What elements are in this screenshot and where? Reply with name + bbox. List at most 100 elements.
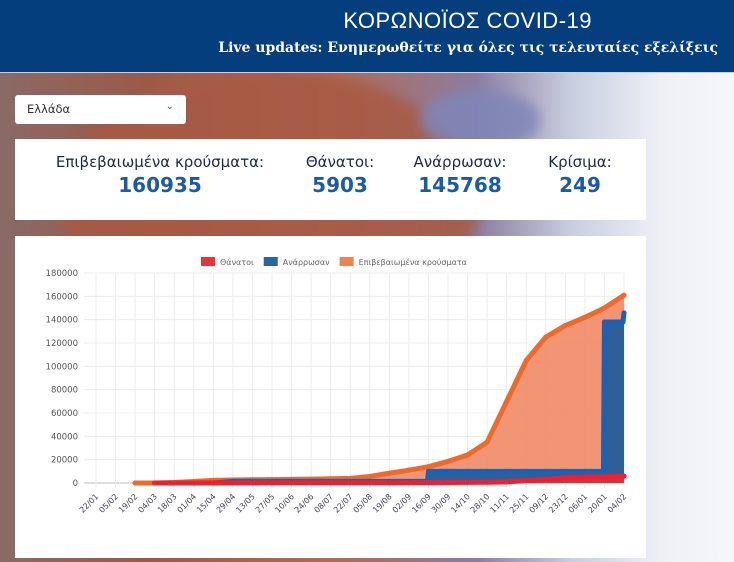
x-tick-label: 29/04 (215, 492, 238, 515)
data-point (289, 480, 295, 486)
x-tick-label: 16/09 (410, 492, 433, 515)
x-tick-label: 25/11 (508, 492, 531, 515)
stat-value: 5903 (312, 173, 368, 197)
stat-label: Ανάρρωσαν: (413, 153, 507, 171)
x-tick-label: 19/02 (117, 492, 140, 515)
data-point (582, 474, 588, 480)
y-tick-label: 120000 (46, 339, 78, 349)
x-tick-label: 20/01 (586, 492, 609, 515)
page-title: ΚΟΡΩΝΟΪΟΣ COVID-19 (343, 8, 592, 33)
x-tick-label: 14/10 (449, 492, 472, 515)
data-point (445, 480, 451, 486)
data-point (523, 468, 529, 474)
area-confirmed (135, 295, 624, 483)
stat-label: Θάνατοι: (305, 153, 375, 171)
data-point (171, 480, 177, 486)
data-point (504, 479, 510, 485)
stat-value: 145768 (418, 173, 502, 197)
data-point (465, 468, 471, 474)
data-point (484, 468, 490, 474)
data-point (562, 475, 568, 481)
data-point (504, 468, 510, 474)
y-tick-label: 20000 (51, 456, 78, 466)
x-tick-label: 04/03 (136, 492, 159, 515)
x-tick-label: 27/05 (254, 492, 277, 515)
data-point (523, 478, 529, 484)
stat-confirmed: Επιβεβαιωμένα κρούσματα: 160935 (45, 153, 275, 197)
x-tick-label: 15/04 (195, 492, 218, 515)
data-point (543, 334, 549, 340)
data-point (269, 480, 275, 486)
y-tick-label: 100000 (46, 362, 78, 372)
legend-swatch (263, 257, 278, 266)
x-tick-label: 28/10 (469, 492, 492, 515)
x-tick-label: 01/04 (176, 492, 199, 515)
data-point (386, 480, 392, 486)
data-point (445, 468, 451, 474)
country-select[interactable]: Ελλάδα ⌄ (15, 95, 186, 124)
x-tick-label: 11/11 (488, 492, 511, 515)
data-point (132, 480, 138, 486)
x-tick-label: 23/12 (547, 492, 570, 515)
data-point (601, 319, 607, 325)
covid-chart: 0 20000 40000 60000 80000 100000 120000 140000 1… (46, 257, 629, 515)
y-tick-label: 60000 (51, 409, 78, 419)
x-tick-label: 08/07 (312, 492, 335, 515)
x-tick-label: 05/02 (97, 492, 120, 515)
data-point (543, 477, 549, 482)
data-point (406, 467, 412, 473)
data-point (620, 319, 626, 325)
data-point (504, 398, 510, 404)
data-point (621, 292, 627, 298)
data-point (465, 452, 471, 458)
data-point (210, 480, 216, 486)
header: ΚΟΡΩΝΟΪΟΣ COVID-19 Live updates: Ενημερω… (0, 0, 734, 73)
data-point (484, 479, 490, 485)
data-point (230, 480, 236, 486)
data-point (600, 468, 606, 474)
data-point (465, 479, 471, 485)
country-select-value: Ελλάδα (27, 102, 71, 116)
stat-value: 249 (559, 173, 601, 197)
data-point (152, 480, 158, 486)
x-tick-label: 02/09 (391, 492, 414, 515)
data-point (523, 358, 529, 363)
stat-deaths: Θάνατοι: 5903 (290, 153, 390, 197)
y-tick-label: 40000 (51, 432, 78, 442)
data-point (621, 473, 627, 479)
data-point (328, 480, 334, 486)
area-deaths (154, 476, 624, 483)
data-point (425, 480, 431, 486)
data-point (484, 439, 490, 445)
data-point (347, 480, 353, 486)
x-tick-label: 22/01 (78, 492, 101, 515)
legend-label: Επιβεβαιωμένα κρούσματα (359, 257, 467, 267)
chevron-down-icon: ⌄ (165, 101, 174, 112)
legend-swatch (339, 257, 354, 266)
y-tick-label: 140000 (46, 316, 78, 326)
x-tick-label: 04/02 (606, 492, 629, 515)
data-point (425, 464, 431, 470)
y-tick-label: 80000 (51, 386, 78, 396)
data-point (249, 480, 255, 486)
legend-swatch (201, 257, 215, 266)
data-point (621, 310, 627, 316)
data-point (406, 480, 412, 486)
stat-value: 160935 (118, 173, 202, 197)
data-point (367, 473, 373, 479)
data-point (425, 468, 431, 474)
data-point (562, 468, 568, 474)
data-point (367, 480, 373, 486)
y-tick-label: 180000 (46, 269, 78, 279)
x-tick-label: 09/12 (528, 492, 551, 515)
x-tick-label: 10/06 (273, 492, 296, 515)
x-tick-label: 24/06 (293, 492, 316, 515)
data-point (543, 468, 549, 474)
legend-label: Θάνατοι (220, 258, 254, 267)
chart-card: 0 20000 40000 60000 80000 100000 120000 140000 1… (15, 236, 646, 558)
x-tick-label: 13/05 (234, 492, 257, 515)
data-point (191, 480, 197, 486)
y-tick-label: 0 (73, 479, 78, 489)
stat-recovered: Ανάρρωσαν: 145768 (405, 153, 515, 197)
data-point (445, 458, 451, 464)
